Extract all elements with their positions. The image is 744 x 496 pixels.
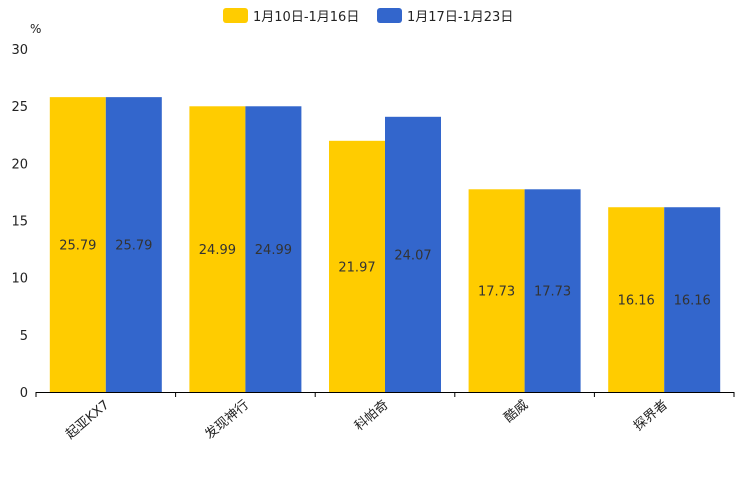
bar-value-label: 17.73 [478, 285, 515, 300]
x-axis: 起亚KX7 发现神行 科帕奇 酷威 探界者 [35, 392, 735, 443]
bar-value-label: 25.79 [59, 239, 96, 254]
legend-swatch [223, 8, 248, 23]
legend-label: 1月10日-1月16日 [253, 10, 359, 25]
bar-value-label: 24.99 [255, 243, 292, 258]
bar-series-2 [664, 207, 721, 392]
bar-series-1 [189, 106, 246, 392]
bars: 25.79 25.79 24.99 24.99 21.97 24.07 17.73 17.73… [49, 97, 721, 392]
bar-series-1 [329, 140, 385, 392]
bar-series-1 [608, 207, 665, 392]
bar-series-2 [524, 189, 581, 392]
bar-value-label: 24.07 [394, 248, 431, 263]
x-category-label: 发现神行 [202, 397, 252, 443]
bar-value-label: 25.79 [115, 239, 152, 254]
y-tick-label: 0 [20, 386, 28, 401]
bar-series-2 [245, 106, 302, 392]
y-axis: 0 5 10 15 20 25 30 [11, 43, 28, 401]
bar-value-label: 17.73 [534, 285, 571, 300]
bar-value-label: 16.16 [674, 294, 711, 309]
legend-swatch [377, 8, 402, 23]
y-axis-unit-label: % [30, 22, 41, 36]
y-tick-label: 15 [11, 215, 28, 230]
y-tick-label: 5 [20, 329, 28, 344]
y-tick-label: 30 [11, 43, 28, 58]
bar-series-2 [385, 116, 441, 392]
bar-series-1 [468, 189, 525, 392]
bar-series-1 [49, 97, 106, 392]
y-tick-label: 10 [11, 272, 28, 287]
bar-value-label: 21.97 [338, 260, 375, 275]
x-category-label: 酷威 [502, 398, 532, 426]
legend: 1月10日-1月16日 1月17日-1月23日 [223, 8, 513, 25]
x-category-label: 科帕奇 [351, 397, 391, 434]
legend-label: 1月17日-1月23日 [407, 10, 513, 25]
y-tick-label: 25 [11, 100, 28, 115]
x-category-label: 探界者 [631, 398, 671, 435]
bar-value-label: 16.16 [618, 294, 655, 309]
y-tick-label: 20 [11, 157, 28, 172]
x-category-label: 起亚KX7 [63, 398, 112, 443]
bar-series-2 [105, 97, 162, 392]
bar-value-label: 24.99 [199, 243, 236, 258]
